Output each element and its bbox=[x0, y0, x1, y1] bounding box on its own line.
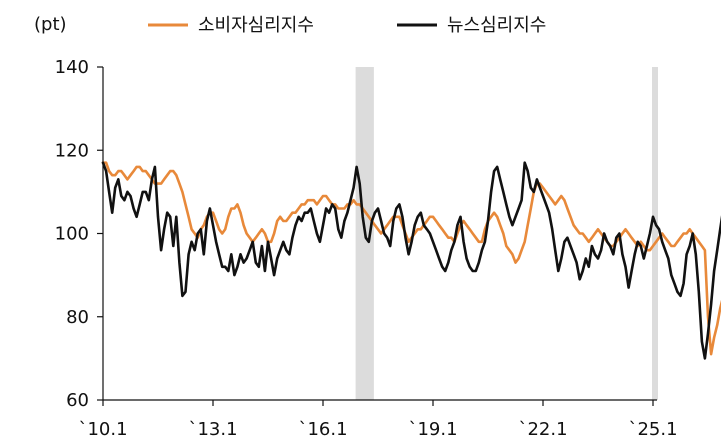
y-tick-label: 100 bbox=[55, 224, 89, 245]
x-tick-label: `10.1 bbox=[78, 419, 127, 440]
shaded-period bbox=[652, 67, 658, 400]
series-line-consumer bbox=[101, 161, 721, 356]
legend-label-news: 뉴스심리지수 bbox=[447, 15, 546, 36]
x-tick-label: `16.1 bbox=[298, 419, 347, 440]
x-tick-label: `19.1 bbox=[408, 419, 457, 440]
legend-label-consumer: 소비자심리지수 bbox=[198, 15, 314, 36]
x-tick-label: `25.1 bbox=[628, 419, 677, 440]
y-tick-label: 80 bbox=[66, 307, 89, 328]
x-ticks: `10.1 `13.1 `16.1 `19.1 `22.1 `25.1 bbox=[78, 400, 678, 440]
x-tick-label: `22.1 bbox=[518, 419, 567, 440]
y-ticks: 60 80 100 120 140 bbox=[55, 57, 103, 411]
shaded-periods bbox=[355, 67, 658, 400]
series-line-news bbox=[101, 161, 721, 360]
y-tick-label: 120 bbox=[55, 140, 89, 161]
y-unit-label: (pt) bbox=[34, 14, 67, 35]
x-tick-label: `13.1 bbox=[188, 419, 237, 440]
legend: 소비자심리지수 뉴스심리지수 bbox=[148, 15, 546, 36]
y-tick-label: 60 bbox=[66, 390, 89, 411]
series-lines bbox=[101, 161, 721, 360]
y-tick-label: 140 bbox=[55, 57, 89, 78]
